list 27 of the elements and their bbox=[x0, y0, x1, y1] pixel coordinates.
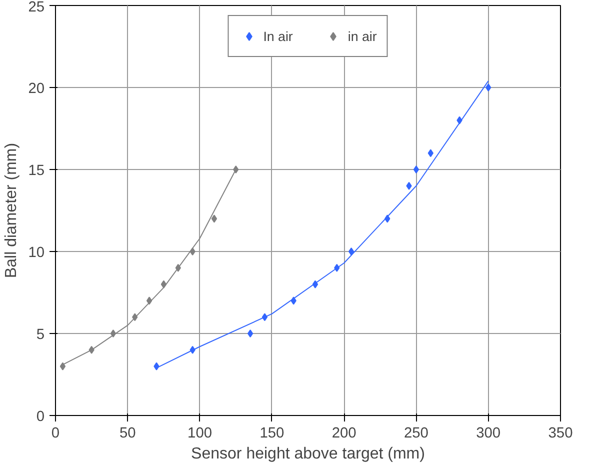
x-tick-label: 0 bbox=[51, 426, 60, 442]
point bbox=[247, 330, 254, 338]
x-tick-label: 50 bbox=[119, 426, 136, 442]
y-tick-label: 25 bbox=[28, 0, 45, 16]
x-tick-label: 300 bbox=[476, 426, 501, 442]
x-tick-label: 250 bbox=[404, 426, 428, 442]
point bbox=[428, 149, 434, 158]
point bbox=[413, 166, 420, 174]
y-tick-label: 15 bbox=[28, 163, 45, 179]
x-tick-label: 200 bbox=[332, 426, 356, 442]
x-tick-label: 350 bbox=[548, 426, 573, 442]
point bbox=[486, 84, 492, 92]
y-axis-title: Ball diameter (mm) bbox=[3, 142, 20, 278]
point bbox=[348, 248, 354, 256]
x-tick-label: 100 bbox=[188, 426, 212, 442]
y-tick-label: 5 bbox=[36, 327, 45, 343]
y-tick-label: 0 bbox=[36, 409, 45, 425]
point bbox=[233, 166, 239, 174]
legend-label: In air bbox=[263, 28, 293, 44]
x-tick-label: 150 bbox=[260, 426, 284, 442]
x-axis-title: Sensor height above target (mm) bbox=[191, 446, 425, 462]
legend-label: in air bbox=[348, 28, 377, 44]
point bbox=[60, 362, 66, 370]
y-tick-label: 10 bbox=[28, 245, 45, 261]
point bbox=[406, 182, 412, 190]
point bbox=[211, 214, 218, 223]
y-tick-label: 20 bbox=[28, 81, 45, 97]
